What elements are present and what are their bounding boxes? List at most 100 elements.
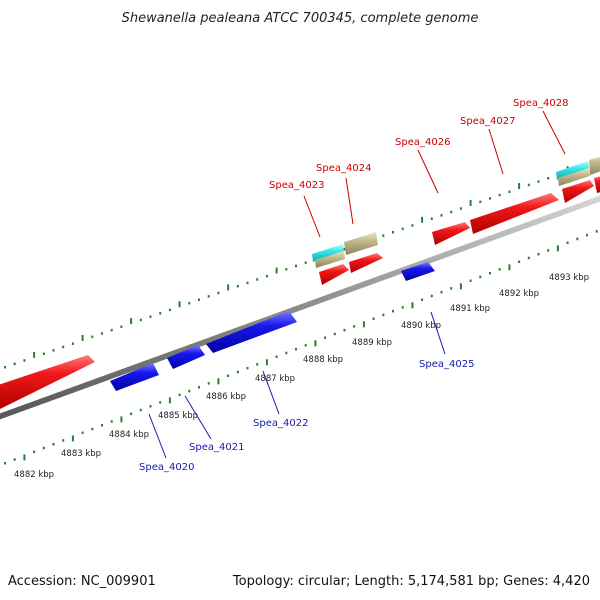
- gene-forward-edge[interactable]: [594, 175, 600, 193]
- gene-spea-4023[interactable]: [319, 264, 349, 285]
- major-tick: [23, 454, 26, 461]
- major-tick: [556, 245, 559, 252]
- minor-tick: [285, 351, 288, 355]
- minor-tick: [91, 335, 94, 339]
- minor-tick: [401, 306, 404, 309]
- minor-tick: [110, 328, 113, 332]
- minor-tick: [159, 312, 162, 315]
- minor-tick: [430, 294, 433, 298]
- minor-tick: [537, 180, 540, 183]
- scale-labels: 4882 kbp 4883 kbp 4884 kbp 4885 kbp 4886…: [14, 273, 589, 480]
- minor-tick: [450, 287, 453, 290]
- minor-tick: [392, 231, 394, 234]
- gene-label-spea-4020[interactable]: Spea_4020: [139, 462, 194, 473]
- minor-tick: [42, 352, 45, 355]
- forward-genes: [0, 175, 600, 409]
- minor-tick: [372, 317, 375, 320]
- scale-label: 4885 kbp: [158, 411, 198, 421]
- gene-label-spea-4023[interactable]: Spea_4023: [269, 180, 324, 191]
- major-tick: [265, 359, 268, 366]
- minor-tick: [459, 207, 462, 210]
- forward-gene-labels: [303, 110, 566, 238]
- scale-label: 4892 kbp: [499, 289, 539, 299]
- minor-tick: [547, 177, 550, 180]
- minor-tick: [508, 190, 511, 193]
- minor-tick: [489, 271, 491, 275]
- minor-tick: [479, 200, 482, 204]
- gene-label-spea-4025[interactable]: Spea_4025: [419, 359, 474, 370]
- gene-label-spea-4027[interactable]: Spea_4027: [460, 116, 515, 127]
- minor-tick: [498, 268, 501, 271]
- minor-tick: [256, 278, 259, 281]
- genome-backbone: [0, 195, 600, 420]
- gene-label-spea-4022[interactable]: Spea_4022: [253, 418, 308, 429]
- major-tick: [421, 216, 424, 223]
- accession-text: Accession: NC_009901: [8, 574, 156, 589]
- major-tick: [130, 318, 133, 325]
- gene-spea-4028[interactable]: [562, 180, 594, 203]
- minor-tick: [52, 349, 55, 352]
- minor-tick: [537, 252, 540, 256]
- minor-tick: [4, 366, 6, 369]
- minor-tick: [71, 342, 74, 345]
- gene-spea-4021[interactable]: [167, 345, 205, 369]
- gene-spea-4026[interactable]: [432, 222, 470, 245]
- minor-tick: [227, 374, 230, 377]
- minor-tick: [576, 237, 579, 241]
- gene-spea-4025[interactable]: [401, 262, 435, 281]
- minor-tick: [382, 313, 385, 317]
- minor-tick: [304, 344, 307, 347]
- minor-tick: [188, 389, 191, 393]
- gene-spea-4022[interactable]: [206, 311, 297, 353]
- minor-tick: [440, 290, 443, 294]
- reverse-gene-labels: [148, 311, 446, 459]
- cog-band-cyan-4028: [556, 161, 589, 180]
- minor-tick: [586, 233, 588, 237]
- minor-tick: [275, 355, 278, 358]
- gene-label-spea-4021[interactable]: Spea_4021: [189, 442, 244, 453]
- minor-tick: [42, 446, 45, 450]
- minor-tick: [149, 315, 152, 318]
- gene-spea-4024[interactable]: [349, 253, 383, 273]
- minor-tick: [110, 420, 113, 423]
- scale-label: 4888 kbp: [303, 355, 343, 365]
- minor-tick: [489, 197, 491, 200]
- minor-tick: [430, 217, 433, 220]
- minor-tick: [198, 298, 200, 301]
- minor-tick: [188, 301, 191, 305]
- scale-label: 4887 kbp: [255, 374, 295, 384]
- gene-label-spea-4024[interactable]: Spea_4024: [316, 163, 371, 174]
- minor-tick: [178, 393, 181, 397]
- minor-tick: [382, 234, 385, 237]
- minor-tick: [62, 439, 65, 442]
- gene-spea-4027[interactable]: [470, 193, 559, 234]
- minor-tick: [52, 443, 55, 446]
- minor-tick: [62, 345, 65, 349]
- cog-bands: [312, 156, 600, 268]
- minor-tick: [527, 256, 530, 260]
- major-tick: [217, 378, 220, 385]
- gene-label-spea-4026[interactable]: Spea_4026: [395, 137, 450, 148]
- gene-forward-left[interactable]: [0, 355, 95, 409]
- minor-tick: [139, 318, 142, 322]
- cog-band-cyan-4023: [312, 244, 344, 262]
- major-tick: [275, 267, 278, 274]
- minor-tick: [13, 362, 16, 366]
- minor-tick: [120, 325, 123, 328]
- gene-label-spea-4028[interactable]: Spea_4028: [513, 98, 568, 109]
- minor-tick: [246, 366, 249, 370]
- minor-tick: [33, 450, 36, 454]
- minor-tick: [353, 325, 356, 328]
- minor-tick: [285, 268, 288, 271]
- major-tick: [168, 397, 171, 404]
- major-tick: [459, 283, 462, 290]
- minor-tick: [479, 275, 482, 279]
- minor-tick: [23, 359, 26, 362]
- scale-label: 4884 kbp: [109, 430, 149, 440]
- cog-band-tan-4023: [315, 251, 345, 268]
- gene-spea-4020[interactable]: [110, 363, 159, 391]
- minor-tick: [139, 408, 142, 412]
- minor-tick: [4, 462, 6, 465]
- major-tick: [71, 435, 74, 442]
